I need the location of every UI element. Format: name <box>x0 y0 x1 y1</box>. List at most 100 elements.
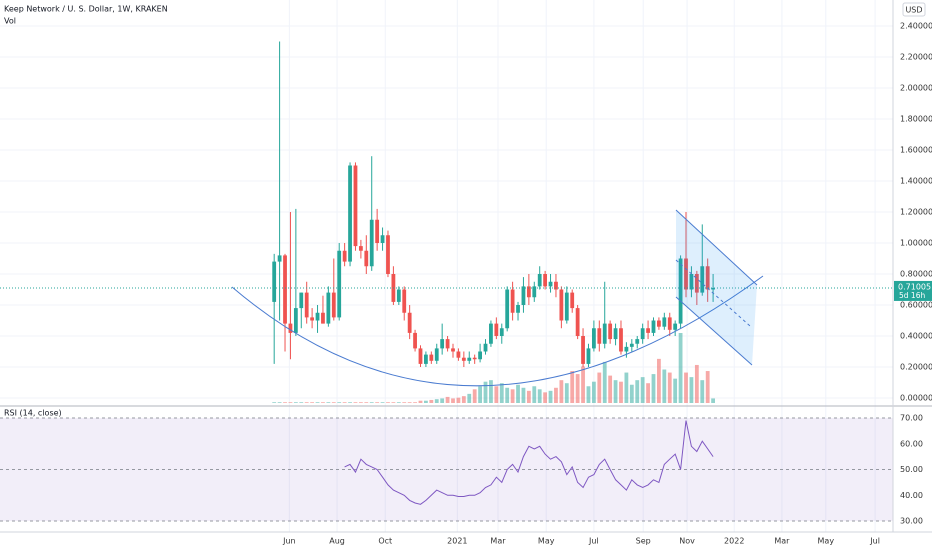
volume-bar <box>700 380 705 403</box>
volume-bar <box>651 374 656 403</box>
x-tick-label: May <box>538 537 555 546</box>
volume-bar <box>429 399 434 403</box>
volume-bar <box>451 398 455 403</box>
candle-body <box>554 281 558 290</box>
candle-body <box>499 328 504 336</box>
volume-bar <box>646 383 650 403</box>
volume-bar <box>277 402 282 403</box>
candle-body <box>489 323 493 344</box>
candle-body <box>581 336 585 364</box>
candle-body <box>310 317 315 321</box>
volume-bar <box>624 372 629 403</box>
arc-drawing <box>231 275 764 387</box>
x-tick-label: Nov <box>679 537 695 546</box>
candle-body <box>575 308 580 336</box>
volume-bar <box>478 386 482 403</box>
rsi-tick-label: 30.00 <box>900 517 923 526</box>
y-tick-label: 0.40000 <box>900 332 932 341</box>
candle-body <box>613 328 618 340</box>
candle-body <box>673 323 678 330</box>
currency[interactable]: USD <box>905 6 922 15</box>
volume-bar <box>472 389 477 403</box>
candle-body <box>657 320 661 327</box>
candle-body <box>521 286 526 305</box>
volume-bar <box>396 402 401 403</box>
y-tick-label: 2.20000 <box>900 53 932 62</box>
candle-body <box>494 323 499 336</box>
volume-bar <box>391 402 396 403</box>
candle-body <box>516 305 520 313</box>
volume-label: Vol <box>4 17 16 26</box>
candle-body <box>451 348 455 352</box>
rsi-title: RSI (14, close) <box>4 409 62 418</box>
candle-body <box>705 266 710 290</box>
volume-bar <box>418 400 423 403</box>
volume-bar <box>619 381 623 403</box>
channel-top <box>675 209 758 286</box>
volume-bar <box>532 386 537 403</box>
volume-bar <box>678 333 683 403</box>
candle-body <box>591 328 596 349</box>
volume-bar <box>353 402 358 403</box>
volume-bar <box>559 380 564 403</box>
channel-fill <box>676 210 757 365</box>
candle-body <box>483 343 488 352</box>
candle-body <box>635 339 640 344</box>
volume-bar <box>337 402 342 403</box>
x-tick-label: Jul <box>869 537 880 546</box>
candle-body <box>386 235 390 274</box>
volume-bar <box>667 372 672 403</box>
volume-bar <box>526 390 531 403</box>
volume-bar <box>456 397 461 403</box>
volume-bar <box>293 402 298 403</box>
x-tick-label: 2022 <box>724 537 744 546</box>
candle-body <box>629 343 634 347</box>
candle-body <box>678 258 683 324</box>
candle-body <box>440 339 445 349</box>
candle-body <box>689 274 694 290</box>
volume-bar <box>342 402 347 403</box>
candle-body <box>684 258 688 290</box>
candle-body <box>608 323 613 340</box>
volume-bar <box>413 402 417 403</box>
candle-body <box>326 292 331 324</box>
candle-body <box>293 308 298 333</box>
candle-body <box>342 250 347 262</box>
volume-bar <box>521 387 526 403</box>
volume-bar <box>570 371 575 403</box>
currency-button[interactable] <box>902 2 926 17</box>
countdown: 5d 16h <box>899 291 925 300</box>
candle-body <box>564 292 569 321</box>
volume-bar <box>494 386 499 403</box>
y-tick-label: 0.20000 <box>900 363 932 372</box>
rsi-tick-label: 50.00 <box>900 465 923 474</box>
x-tick-label: Mar <box>490 537 506 546</box>
volume-bar <box>358 402 363 403</box>
last-price: 0.71005 <box>898 282 931 291</box>
volume-bar <box>608 375 613 403</box>
candle-body <box>543 274 548 287</box>
candle-body <box>478 351 482 360</box>
x-tick-label: May <box>818 537 835 546</box>
candle-body <box>651 320 656 333</box>
volume-bar <box>548 390 553 403</box>
volume-bar <box>591 381 596 403</box>
rsi-line <box>344 420 714 505</box>
candle-body <box>315 312 320 321</box>
candle-body <box>505 289 510 329</box>
candle-body <box>537 274 542 287</box>
x-tick-label: Sep <box>636 537 651 546</box>
candle-body <box>667 317 672 330</box>
volume-bar <box>272 402 277 403</box>
candle-body <box>461 357 466 361</box>
volume-bar <box>581 366 585 403</box>
volume-bar <box>364 402 369 403</box>
volume-bar <box>640 377 645 403</box>
x-tick-label: Aug <box>329 537 345 546</box>
volume-bar <box>386 402 390 403</box>
x-tick-label: Oct <box>378 537 392 546</box>
y-tick-label: 1.00000 <box>900 239 932 248</box>
last-price-tag <box>894 280 932 301</box>
candle-body <box>472 357 477 360</box>
